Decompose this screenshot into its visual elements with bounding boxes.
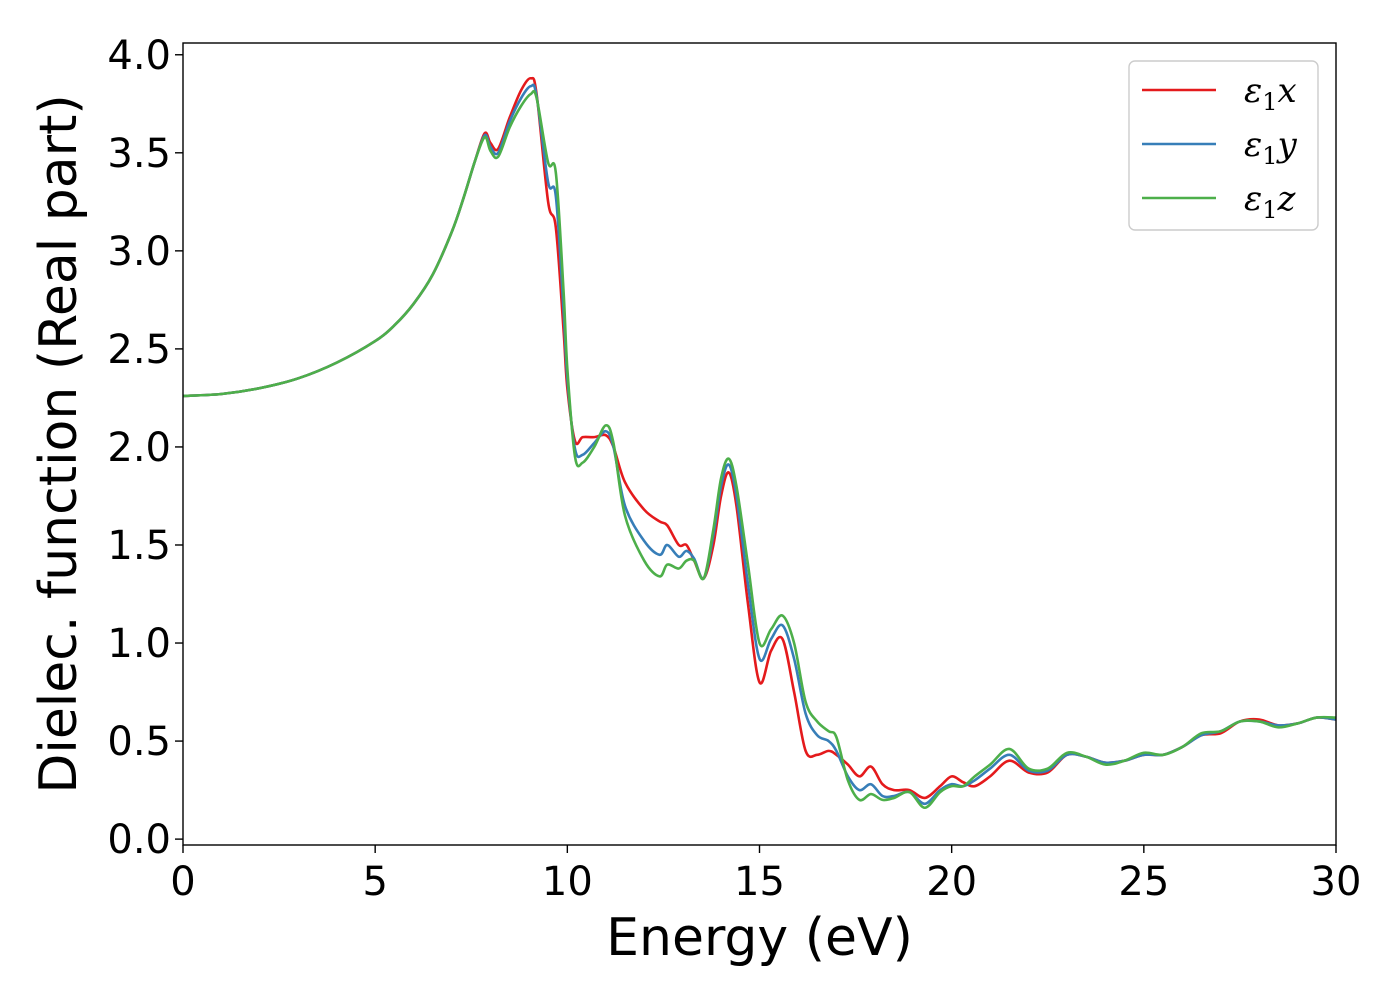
x-axis: 0 5 10 15 20 25 30 [170,845,1361,905]
x-tick-label: 10 [542,859,593,905]
y-tick-label: 2.0 [107,425,171,471]
y-tick-label: 4.0 [107,33,171,79]
legend-label-x: ε1x [1244,71,1297,116]
series-line-z [183,89,1336,810]
y-axis: 0.0 0.5 1.0 1.5 2.0 2.5 3.0 3.5 4.0 [107,33,183,863]
y-tick-label: 2.5 [107,327,171,373]
x-tick-label: 20 [926,859,977,905]
x-tick-label: 0 [170,859,195,905]
y-tick-label: 3.0 [107,229,171,275]
y-tick-label: 0.5 [107,719,171,765]
y-tick-label: 0.0 [107,817,171,863]
x-axis-label: Energy (eV) [606,908,913,968]
x-tick-label: 5 [362,859,387,905]
x-tick-label: 15 [734,859,785,905]
y-tick-label: 3.5 [107,131,171,177]
y-tick-label: 1.5 [107,523,171,569]
y-tick-label: 1.0 [107,621,171,667]
x-tick-label: 25 [1118,859,1169,905]
legend-box [1128,60,1319,231]
y-axis-label: Dielec. function (Real part) [29,94,89,793]
legend: ε1x ε1y ε1z [1128,60,1319,231]
x-tick-label: 30 [1311,859,1362,905]
legend-label-z: ε1z [1244,179,1297,224]
legend-label-y: ε1y [1244,125,1298,170]
series-layer [183,76,1336,810]
